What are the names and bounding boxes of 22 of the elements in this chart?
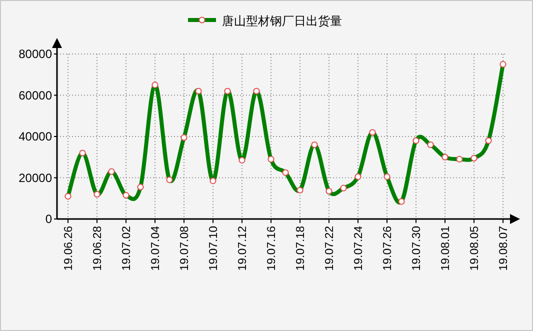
x-tick-label: 19.07.18: [295, 226, 307, 271]
x-tick-label: 19.06.26: [63, 226, 75, 271]
y-tick-label: 60000: [18, 88, 52, 102]
x-tick-label: 19.07.30: [411, 226, 423, 271]
x-tick-label: 19.07.08: [179, 226, 191, 271]
x-tick-label: 19.07.24: [353, 225, 365, 271]
x-tick-label: 19.08.01: [440, 226, 452, 271]
y-tick-label: 40000: [18, 130, 52, 144]
x-tick-label: 19.07.10: [208, 226, 220, 271]
y-tick-label: 20000: [18, 170, 52, 185]
x-tick-label: 19.06.28: [92, 226, 104, 271]
y-tick-label: 80000: [18, 47, 52, 61]
x-tick-label: 19.07.04: [150, 225, 162, 271]
legend-label: 唐山型材钢厂日出货量: [222, 14, 342, 28]
x-tick-label: 19.07.12: [237, 226, 249, 271]
x-tick-label: 19.07.22: [324, 226, 336, 271]
x-tick-label: 19.08.07: [498, 226, 510, 271]
x-tick-label: 19.07.16: [266, 226, 278, 271]
x-tick-label: 19.07.02: [121, 226, 133, 271]
x-tick-label: 19.08.05: [469, 226, 481, 271]
y-tick-label: 0: [45, 212, 52, 226]
x-tick-label: 19.07.26: [382, 226, 394, 271]
